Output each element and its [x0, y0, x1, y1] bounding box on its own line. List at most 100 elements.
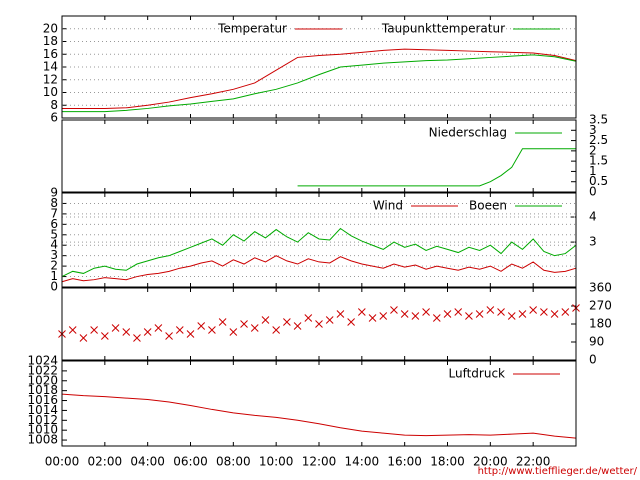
direction-marker	[432, 314, 441, 322]
y-tick-label: 1018	[27, 383, 58, 397]
series-line	[61, 393, 577, 439]
direction-marker	[186, 330, 195, 338]
panel-frame	[61, 15, 577, 119]
y-tick-label: 2	[50, 259, 58, 273]
y-tick-label: 3	[50, 248, 58, 262]
direction-marker	[347, 318, 355, 326]
direction-marker	[411, 312, 420, 320]
y-tick-label: 6	[50, 217, 58, 231]
y-tick-label: 1014	[27, 403, 58, 417]
direction-marker	[454, 308, 463, 316]
x-tick-label: 14:00	[345, 455, 380, 469]
direction-marker	[379, 312, 388, 320]
direction-marker	[133, 334, 141, 342]
direction-marker	[261, 316, 270, 324]
y-tick-label: 1024	[27, 354, 58, 368]
direction-marker	[507, 312, 516, 320]
x-tick-label: 22:00	[516, 455, 551, 469]
series-line	[62, 48, 577, 109]
y-tick-label: 6	[50, 111, 58, 125]
x-tick-label: 12:00	[302, 455, 337, 469]
series-line	[62, 54, 577, 113]
direction-marker	[315, 320, 323, 328]
y-tick-label: 8	[50, 196, 58, 210]
y-tick-label: 9	[50, 186, 58, 200]
x-tick-label: 00:00	[45, 455, 80, 469]
y-tick-label: 20	[43, 21, 58, 35]
direction-marker	[475, 310, 484, 318]
direction-marker	[325, 316, 334, 324]
x-tick-label: 20:00	[473, 455, 508, 469]
direction-marker	[293, 322, 302, 330]
legend-label: Wind	[373, 199, 403, 213]
direction-marker	[154, 324, 163, 332]
x-tick-label: 10:00	[259, 455, 294, 469]
direction-marker	[443, 310, 452, 318]
direction-marker	[486, 306, 495, 314]
y-tick-label: 360	[589, 281, 612, 295]
y2-tick-label: 4	[589, 210, 597, 224]
direction-marker	[540, 308, 548, 316]
y-tick-label: 2.5	[589, 133, 608, 147]
x-tick-label: 08:00	[216, 455, 251, 469]
panel-frame	[61, 192, 577, 288]
y-tick-label: 8	[50, 98, 58, 112]
direction-marker	[111, 324, 120, 332]
source-link[interactable]: http://www.tiefflieger.de/wetter/	[478, 466, 638, 477]
y-tick-label: 90	[589, 335, 604, 349]
y-tick-label: 1016	[27, 393, 58, 407]
y-tick-label: 1008	[27, 433, 58, 447]
direction-marker	[422, 308, 430, 316]
direction-marker	[229, 328, 238, 336]
y-tick-label: 3.5	[589, 113, 608, 127]
direction-marker	[368, 314, 377, 322]
y-tick-label: 1020	[27, 373, 58, 387]
direction-marker	[122, 328, 131, 336]
x-tick-label: 18:00	[430, 455, 465, 469]
series-line	[61, 227, 577, 278]
direction-marker	[165, 332, 173, 340]
y-tick-label: 1.5	[589, 154, 608, 168]
y-tick-label: 270	[589, 299, 612, 313]
direction-marker	[336, 310, 345, 318]
legend-label: Boeen	[469, 199, 507, 213]
panel-frame	[61, 119, 577, 193]
series-line	[61, 255, 577, 283]
direction-marker	[90, 326, 98, 334]
y-tick-label: 10	[43, 85, 58, 99]
y-tick-label: 4	[50, 238, 58, 252]
y2-tick-label: 3	[589, 235, 597, 249]
direction-marker	[68, 326, 77, 334]
y-tick-label: 1	[50, 269, 58, 283]
panel-frame	[61, 287, 577, 361]
direction-marker	[100, 332, 109, 340]
y-tick-label: 16	[43, 47, 58, 61]
direction-marker	[143, 328, 152, 336]
y-tick-label: 12	[43, 72, 58, 86]
y-tick-label: 3	[589, 123, 597, 137]
direction-marker	[518, 310, 527, 318]
x-tick-label: 06:00	[173, 455, 208, 469]
y-tick-label: 14	[43, 60, 58, 74]
y-tick-label: 0	[589, 353, 597, 367]
direction-marker	[465, 312, 473, 320]
direction-marker	[550, 310, 559, 318]
y-tick-label: 18	[43, 34, 58, 48]
x-tick-label: 16:00	[387, 455, 422, 469]
y-tick-label: 1012	[27, 413, 58, 427]
y-tick-label: 5	[50, 227, 58, 241]
y-tick-label: 0	[589, 185, 597, 199]
direction-marker	[175, 326, 184, 334]
x-tick-label: 02:00	[88, 455, 123, 469]
direction-marker	[400, 310, 409, 318]
direction-marker	[283, 318, 291, 326]
direction-marker	[208, 326, 216, 334]
y-tick-label: 1022	[27, 363, 58, 377]
legend-label: Luftdruck	[448, 367, 505, 381]
x-tick-label: 04:00	[130, 455, 165, 469]
legend-label: Taupunkttemperatur	[381, 22, 505, 36]
panel-frame	[61, 360, 577, 447]
y-tick-label: 0	[50, 280, 58, 294]
